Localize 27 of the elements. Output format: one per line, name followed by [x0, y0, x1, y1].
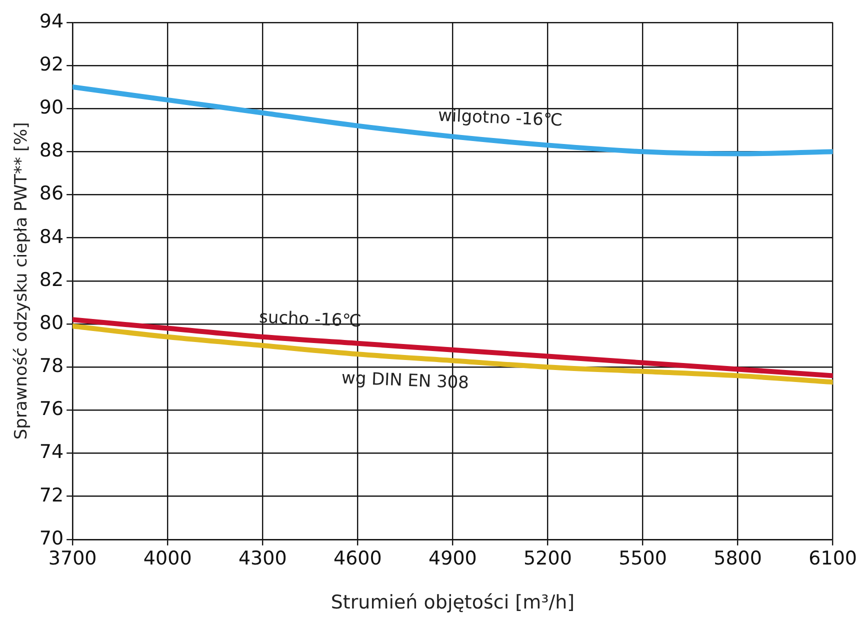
x-tick-label: 4600: [333, 548, 382, 570]
x-tick-label: 3700: [48, 548, 97, 570]
y-tick-label: 92: [39, 53, 64, 76]
x-tick-label: 5200: [524, 548, 572, 570]
x-axis-title: Strumień objętości [m³/h]: [330, 592, 575, 614]
x-tick-label: 4000: [143, 548, 192, 570]
series-label: wilgotno -16℃: [438, 106, 563, 131]
y-tick-label: 84: [39, 226, 64, 248]
y-tick-label: 80: [39, 312, 64, 334]
y-tick-label: 72: [39, 484, 64, 506]
x-tick-label: 6100: [808, 548, 858, 570]
x-tick-label: 4300: [238, 548, 287, 570]
x-tick-label: 4900: [428, 548, 477, 570]
y-tick-label: 74: [39, 441, 64, 464]
y-tick-label: 76: [39, 398, 64, 420]
y-tick-label: 94: [39, 10, 64, 32]
series-label: sucho -16℃: [258, 308, 362, 332]
y-tick-label: 90: [39, 96, 64, 119]
x-tick-label: 5800: [714, 548, 762, 570]
y-tick-label: 78: [39, 355, 64, 378]
y-tick-label: 82: [39, 268, 64, 291]
y-tick-label: 88: [39, 140, 64, 162]
y-tick-label: 70: [39, 527, 64, 550]
y-axis-title: Sprawność odzysku ciepła PWT** [%]: [12, 122, 32, 440]
y-tick-label: 86: [39, 182, 64, 205]
series-label: wg DIN EN 308: [341, 368, 470, 394]
x-tick-label: 5500: [618, 548, 667, 570]
